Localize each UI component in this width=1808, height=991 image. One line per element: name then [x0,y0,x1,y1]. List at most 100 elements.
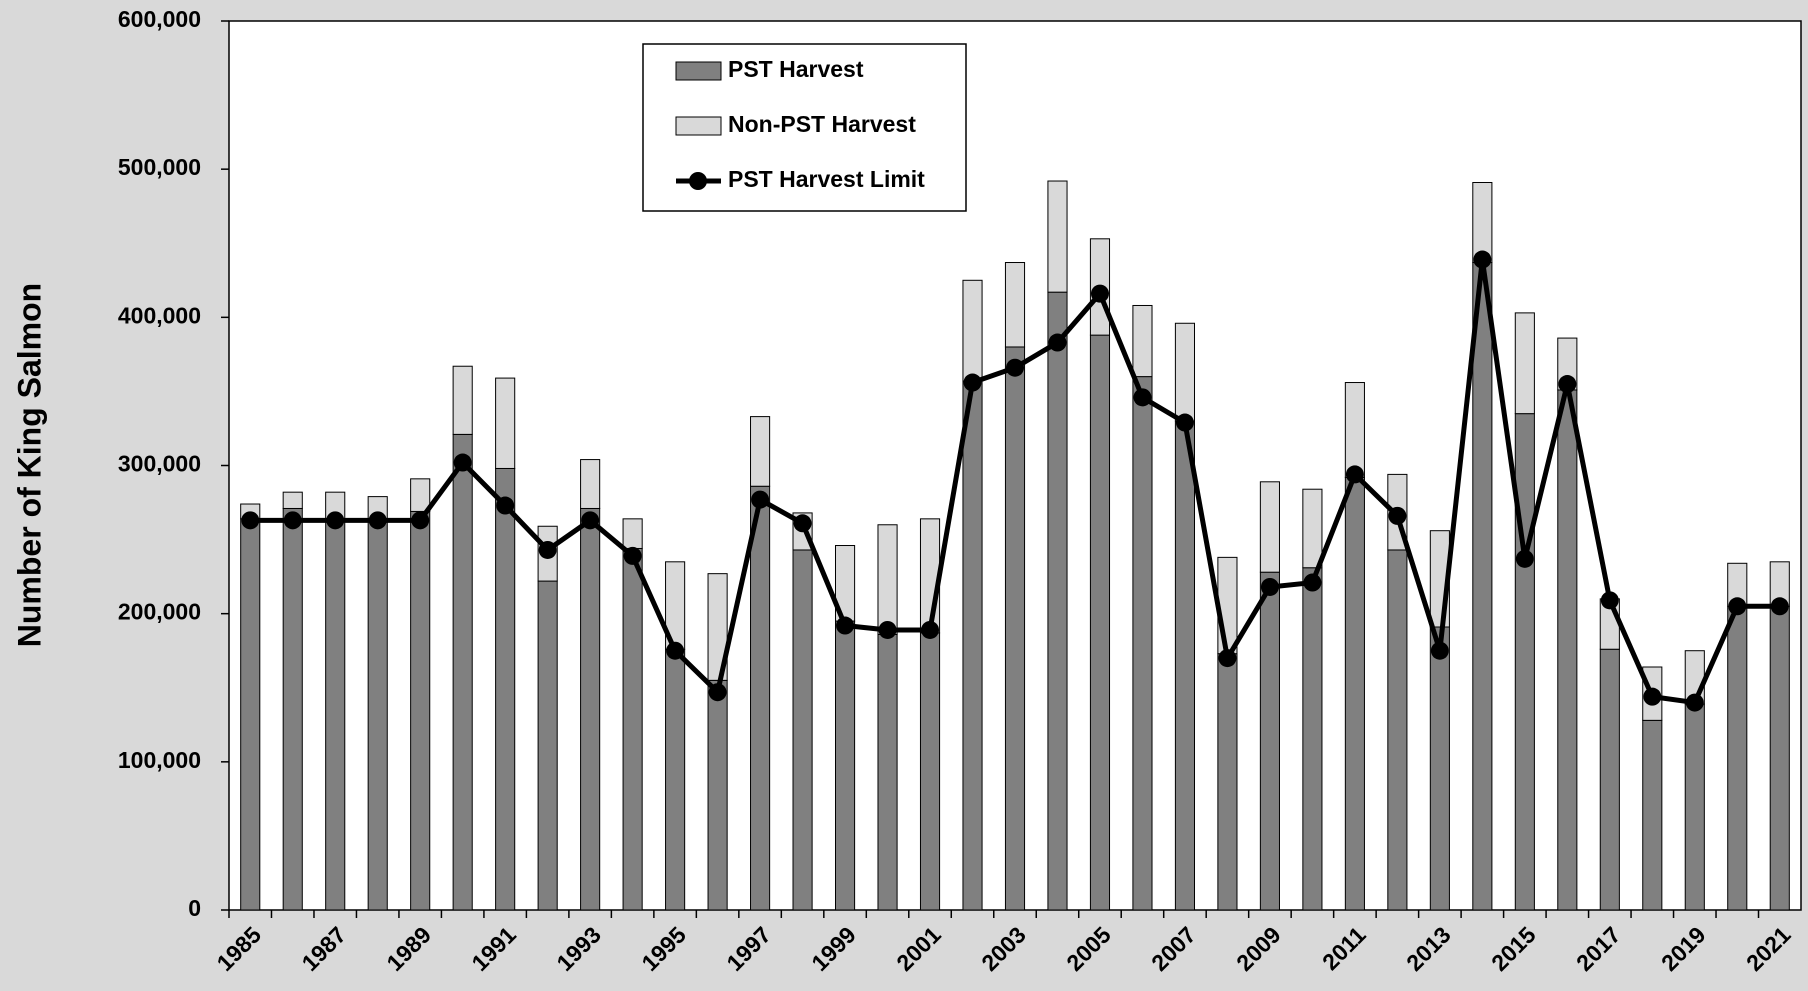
line-marker [1430,641,1449,660]
x-tick-label: 2007 [1146,921,1201,976]
bar [1259,571,1280,911]
bar [282,507,303,911]
line-marker [1006,358,1024,377]
line-marker [1473,250,1492,269]
bar [962,279,983,382]
line-marker [1133,388,1152,407]
bar [1344,476,1365,911]
bar [495,467,516,911]
legend-swatch [675,116,722,136]
y-tick-label: 0 [188,895,201,921]
x-tick-label: 1991 [466,921,521,976]
x-tick-label: 2019 [1656,921,1711,976]
bar [410,510,431,911]
line-marker [368,511,387,530]
bar [1727,605,1748,911]
bar [962,380,983,911]
x-tick-label: 2011 [1317,921,1371,975]
line-marker [666,641,685,660]
bar [877,524,898,635]
bar [1514,312,1535,415]
x-tick-label: 1993 [551,921,606,976]
x-tick-label: 2013 [1401,921,1456,976]
line-marker [1303,573,1322,592]
bar [1302,488,1323,569]
bar [1557,389,1578,911]
bar [580,507,601,911]
x-tick-label: 1987 [296,921,351,976]
line-marker [1600,591,1619,610]
line-marker [538,540,557,559]
y-tick-label: 100,000 [118,747,201,773]
bar [1599,648,1620,911]
bar [1132,304,1153,378]
bar [580,459,601,509]
line-marker [878,620,897,639]
x-tick-label: 1995 [636,921,691,976]
legend-swatch [689,172,707,190]
bar [707,679,728,911]
x-tick-label: 2009 [1231,921,1286,976]
bar [1684,703,1705,911]
bar [1004,262,1026,348]
bar [1047,291,1068,911]
y-tick-label: 500,000 [118,154,201,180]
bar [1429,626,1450,911]
bar [1174,420,1196,911]
line-marker [1770,597,1789,616]
bar [1174,322,1196,422]
x-tick-label: 1989 [381,921,436,976]
x-tick-label: 2003 [976,921,1031,976]
bar [1004,346,1026,911]
line-marker [1048,333,1067,352]
bar [665,648,686,911]
bar [622,518,643,549]
bar [282,491,303,509]
bar [1472,182,1493,264]
x-tick-label: 1997 [721,921,776,976]
bar [1047,180,1068,293]
line-marker [708,683,727,702]
bar [452,433,473,911]
bar [1472,262,1493,911]
bar [919,632,941,911]
legend-swatch [675,61,722,81]
y-tick-label: 200,000 [118,599,201,625]
line-marker [963,373,982,392]
bar [1344,382,1365,478]
line-marker [1090,284,1109,303]
bar [495,377,516,469]
x-tick-label: 2015 [1486,921,1541,976]
bar [1769,605,1790,911]
line-marker [793,514,812,533]
bar [1387,549,1408,911]
line-marker [1260,577,1279,596]
bar [1132,376,1153,911]
bar [452,365,473,435]
legend-label: Non-PST Harvest [728,111,916,137]
x-tick-label: 2021 [1741,921,1796,976]
bar [877,633,898,911]
x-tick-label: 2005 [1061,921,1116,976]
line-marker [581,511,600,530]
bar [1217,653,1238,911]
bar [1642,719,1663,911]
x-tick-label: 2001 [891,921,946,976]
line-marker [623,546,642,565]
y-axis-label: Number of King Salmon [11,283,47,647]
bar [1302,567,1323,911]
x-tick-label: 1999 [806,921,861,976]
bar [1514,413,1535,911]
y-tick-label: 600,000 [118,6,201,32]
line-marker [283,511,302,530]
line-marker [453,453,472,472]
y-tick-label: 300,000 [118,451,201,477]
line-marker [921,620,940,639]
bar [367,519,388,911]
bar [1217,556,1238,655]
bar [410,478,431,512]
line-marker [751,490,770,509]
bar [622,547,643,911]
bar [834,620,856,911]
